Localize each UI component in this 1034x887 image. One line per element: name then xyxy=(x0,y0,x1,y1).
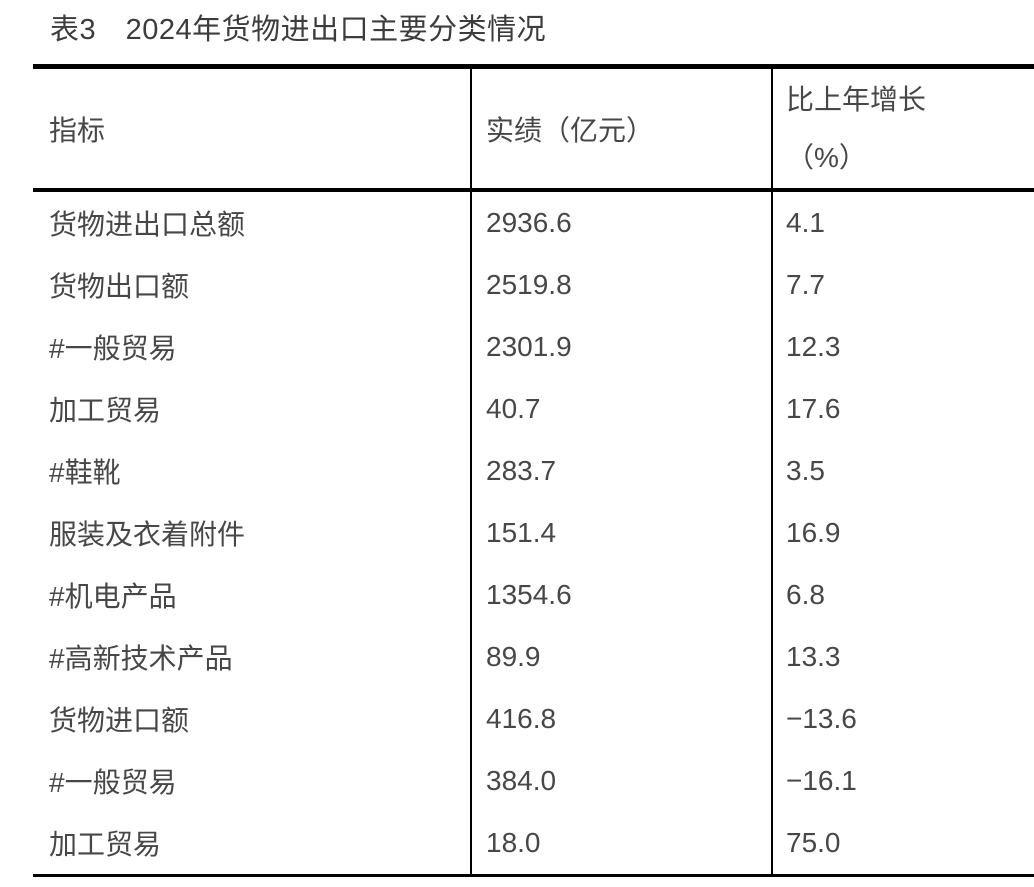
cell-value: 89.9 xyxy=(470,626,772,688)
table-row: #一般贸易 2301.9 12.3 xyxy=(33,316,1034,378)
cell-value: 40.7 xyxy=(470,378,772,440)
cell-indicator: 货物进口额 xyxy=(49,705,190,736)
header-row: 指标 实绩（亿元） 比上年增长 （%） xyxy=(33,66,1034,190)
header-growth: 比上年增长 （%） xyxy=(771,66,1034,190)
table-row: #机电产品 1354.6 6.8 xyxy=(33,564,1034,626)
cell-value: 151.4 xyxy=(470,502,772,564)
cell-value: 2519.8 xyxy=(470,254,772,316)
cell-indicator: #一般贸易 xyxy=(49,767,177,798)
cell-value: 2936.6 xyxy=(470,190,772,254)
cell-growth: 17.6 xyxy=(771,378,1034,440)
cell-value: 2301.9 xyxy=(470,316,772,378)
table-row: #高新技术产品 89.9 13.3 xyxy=(33,626,1034,688)
cell-value: 384.0 xyxy=(470,750,772,812)
cell-value: 283.7 xyxy=(470,440,772,502)
table-row: 货物出口额 2519.8 7.7 xyxy=(33,254,1034,316)
header-indicator: 指标 xyxy=(49,114,106,146)
header-growth-lines: 比上年增长 （%） xyxy=(786,71,1034,187)
cell-growth: −16.1 xyxy=(771,750,1034,812)
cell-value: 18.0 xyxy=(470,812,772,876)
cell-indicator: #一般贸易 xyxy=(49,333,177,364)
cell-growth: 12.3 xyxy=(771,316,1034,378)
page-title: 表3 2024年货物进出口主要分类情况 xyxy=(50,14,547,46)
cell-value: 1354.6 xyxy=(470,564,772,626)
header-growth-line1: 比上年增长 xyxy=(786,83,927,115)
cell-growth: 6.8 xyxy=(771,564,1034,626)
table-row: 服装及衣着附件 151.4 16.9 xyxy=(33,502,1034,564)
cell-indicator: #机电产品 xyxy=(49,581,177,612)
table-row: 加工贸易 40.7 17.6 xyxy=(33,378,1034,440)
cell-indicator: 货物进出口总额 xyxy=(49,209,246,240)
cell-indicator: #鞋靴 xyxy=(49,457,121,488)
cell-growth: 4.1 xyxy=(771,190,1034,254)
cell-growth: 7.7 xyxy=(771,254,1034,316)
cell-growth: 3.5 xyxy=(771,440,1034,502)
table-row: 货物进出口总额 2936.6 4.1 xyxy=(33,190,1034,254)
cell-indicator: 加工贸易 xyxy=(49,829,162,860)
cell-growth: 16.9 xyxy=(771,502,1034,564)
header-value: 实绩（亿元） xyxy=(470,66,772,190)
cell-indicator: #高新技术产品 xyxy=(49,643,233,674)
cell-indicator: 服装及衣着附件 xyxy=(49,519,246,550)
table-row: #鞋靴 283.7 3.5 xyxy=(33,440,1034,502)
table-row: 加工贸易 18.0 75.0 xyxy=(33,812,1034,876)
header-growth-line2: （%） xyxy=(786,141,867,173)
import-export-table: 指标 实绩（亿元） 比上年增长 （%） 货物进出口总额 2936.6 4.1 货… xyxy=(33,64,1034,877)
cell-indicator: 货物出口额 xyxy=(49,271,190,302)
cell-indicator: 加工贸易 xyxy=(49,395,162,426)
cell-growth: 75.0 xyxy=(771,812,1034,876)
table-row: #一般贸易 384.0 −16.1 xyxy=(33,750,1034,812)
table-row: 货物进口额 416.8 −13.6 xyxy=(33,688,1034,750)
cell-growth: −13.6 xyxy=(771,688,1034,750)
cell-growth: 13.3 xyxy=(771,626,1034,688)
cell-value: 416.8 xyxy=(470,688,772,750)
